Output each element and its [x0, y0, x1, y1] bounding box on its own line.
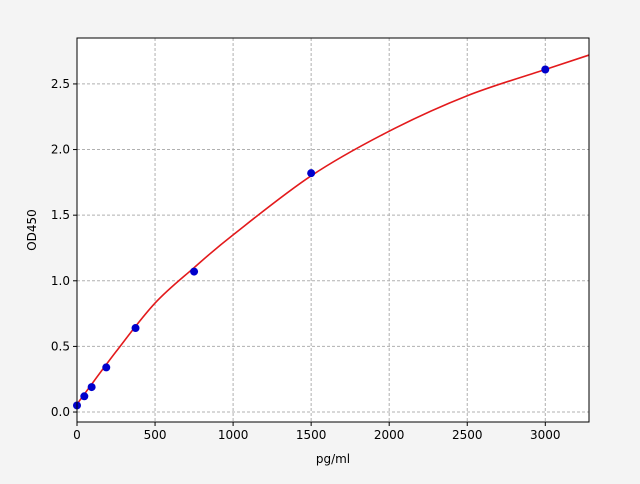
grid — [76, 38, 589, 422]
y-tick-label: 1.0 — [51, 274, 70, 288]
x-tick-label: 500 — [144, 428, 167, 442]
data-point — [307, 169, 316, 178]
axes-frame — [76, 37, 590, 423]
data-point — [131, 324, 140, 333]
y-tick-label: 2.0 — [51, 143, 70, 157]
y-tick-label: 0.5 — [51, 339, 70, 353]
data-point — [541, 65, 550, 74]
fit-curve-line — [76, 54, 590, 405]
y-tick-label: 0.0 — [51, 405, 70, 419]
data-point — [102, 363, 111, 372]
y-tick-label: 2.5 — [51, 77, 70, 91]
x-tick-label: 2000 — [374, 428, 405, 442]
y-axis-label: OD450 — [25, 209, 39, 251]
x-tick-label: 1500 — [296, 428, 327, 442]
x-tick-label: 3000 — [530, 428, 561, 442]
data-point — [87, 383, 96, 392]
data-point — [80, 392, 89, 401]
fit-curve-group — [76, 54, 590, 405]
data-point — [190, 267, 199, 276]
data-points-group — [73, 65, 550, 410]
x-tick-label: 2500 — [452, 428, 483, 442]
ticks: 0 500 1000 1500 2000 2500 3000 0.0 0.5 1.0 1.5 2.0 2… — [51, 77, 561, 442]
y-tick-label: 1.5 — [51, 208, 70, 222]
x-axis-label: pg/ml — [316, 452, 350, 466]
plot-area — [77, 38, 589, 422]
x-tick-label: 0 — [73, 428, 81, 442]
x-tick-label: 1000 — [218, 428, 249, 442]
